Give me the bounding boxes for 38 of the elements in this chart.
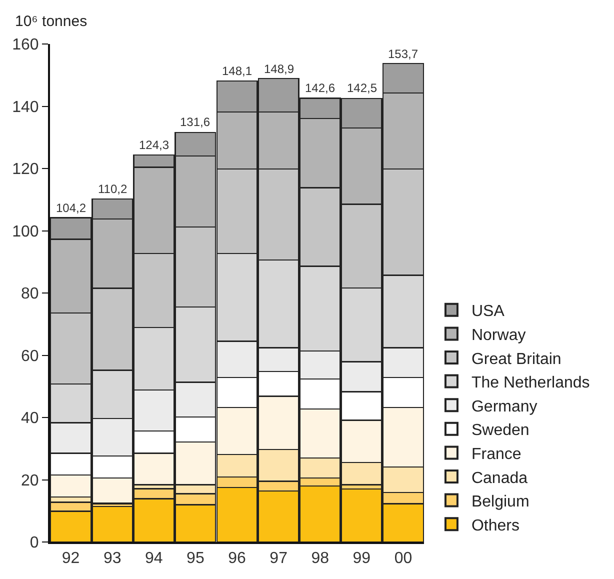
- legend-label: Belgium: [471, 494, 530, 511]
- y-tick-label: 60: [21, 348, 39, 365]
- x-tick-label: 00: [394, 550, 412, 568]
- legend-label: Sweden: [471, 422, 530, 440]
- total-label: 110,2: [98, 182, 128, 196]
- total-label: 142,6: [305, 81, 336, 95]
- x-tick-label: 92: [62, 550, 80, 568]
- legend-label: The Netherlands: [471, 374, 590, 392]
- x-tick-label: 96: [228, 550, 246, 568]
- total-label: 148,1: [222, 64, 252, 78]
- y-axis-title: 10⁶ tonnes: [15, 13, 88, 30]
- y-tick-label: 40: [21, 410, 39, 428]
- x-tick-label: 99: [352, 550, 371, 568]
- legend-label: France: [471, 446, 522, 463]
- y-tick-label: 140: [12, 98, 39, 116]
- total-label: 153,7: [388, 47, 418, 61]
- total-label: 148,9: [264, 62, 294, 76]
- legend-label: Germany: [471, 398, 538, 416]
- y-tick-label: 120: [12, 161, 39, 178]
- total-label: 131,6: [180, 115, 210, 129]
- y-tick-label: 160: [12, 36, 39, 54]
- y-tick-label: 20: [21, 472, 39, 490]
- x-tick-label: 97: [270, 550, 288, 568]
- legend-label: Norway: [471, 326, 526, 344]
- legend-label: Canada: [471, 470, 528, 487]
- legend-label: USA: [471, 303, 505, 320]
- x-tick-label: 95: [186, 550, 204, 568]
- total-label: 104,2: [56, 201, 86, 215]
- x-tick-label: 93: [103, 550, 122, 568]
- y-tick-label: 80: [21, 286, 39, 303]
- total-label: 142,5: [347, 81, 378, 95]
- y-tick-label: 100: [12, 223, 39, 240]
- legend-label: Great Britain: [471, 350, 562, 368]
- legend-label: Others: [471, 517, 520, 534]
- x-tick-label: 94: [144, 550, 163, 568]
- x-tick-label: 98: [311, 550, 330, 568]
- y-tick-label: 0: [30, 534, 39, 552]
- total-label: 124,3: [139, 138, 170, 152]
